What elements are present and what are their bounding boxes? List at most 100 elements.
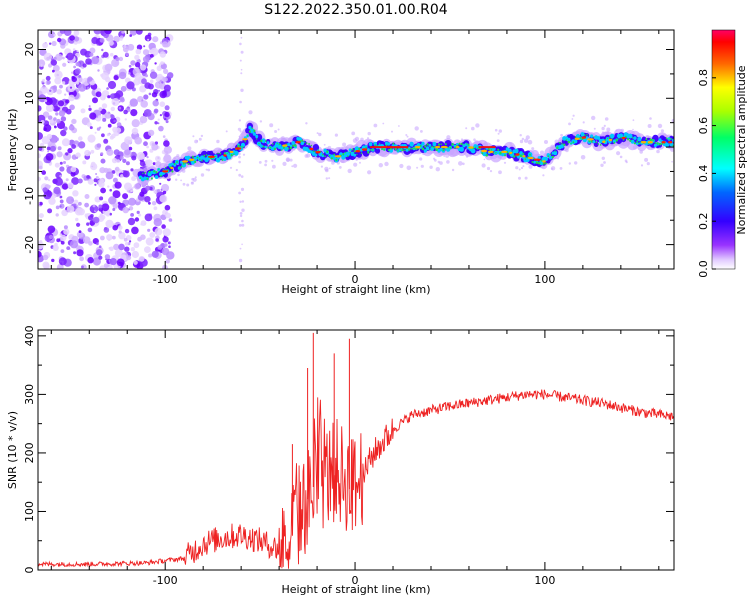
noise-point: [119, 155, 124, 160]
ridge-mark: [335, 158, 338, 162]
noise-point: [164, 204, 171, 211]
ridge-mark: [619, 133, 623, 138]
ridge-mark: [419, 144, 422, 147]
ridge-mark: [153, 170, 156, 173]
noise-point: [49, 42, 52, 45]
streak-point: [238, 119, 241, 122]
ridge-mark: [267, 147, 269, 149]
noise-point: [136, 152, 145, 160]
ridge-mark: [187, 163, 190, 165]
ridge-peak: [661, 141, 666, 144]
faint-point: [264, 159, 268, 163]
ridge-mark: [262, 145, 265, 148]
noise-point: [53, 56, 57, 61]
ridge-mark: [369, 149, 372, 151]
noise-point: [164, 243, 168, 247]
faint-point: [462, 162, 465, 166]
noise-point: [74, 207, 83, 216]
noise-point: [153, 108, 159, 114]
noise-point: [117, 201, 121, 205]
noise-point: [148, 92, 152, 96]
noise-point: [122, 193, 129, 200]
streak-point: [240, 36, 243, 39]
ridge-mark: [554, 150, 556, 152]
noise-point: [94, 131, 97, 134]
ridge-mark: [291, 141, 296, 145]
faint-point: [289, 158, 293, 162]
noise-point: [149, 71, 158, 79]
ridge-peak: [542, 160, 546, 163]
noise-point: [98, 204, 103, 209]
ridge-mark: [641, 136, 647, 142]
faint-point: [398, 125, 400, 127]
noise-point: [62, 62, 67, 67]
ridge-mark: [433, 146, 436, 149]
noise-point: [59, 30, 66, 34]
noise-point: [89, 47, 96, 54]
faint-point: [445, 154, 449, 158]
noise-point: [96, 43, 99, 46]
noise-point: [110, 133, 116, 139]
noise-point: [40, 120, 45, 124]
noise-point: [113, 149, 120, 156]
ridge-mark: [221, 158, 224, 161]
noise-point: [71, 144, 76, 149]
ridge-mark: [264, 145, 268, 149]
ridge-mark: [287, 142, 291, 147]
ridge-mark: [353, 150, 356, 153]
noise-point: [103, 138, 109, 144]
noise-point: [125, 52, 129, 57]
noise-point: [162, 41, 169, 48]
ridge-mark: [248, 130, 251, 133]
ridge-peak: [468, 146, 474, 149]
ridge-peak: [602, 140, 606, 143]
ridge-mark: [194, 160, 197, 164]
noise-point: [159, 182, 162, 185]
y-tick-label: 300: [23, 384, 36, 405]
faint-point: [483, 158, 486, 161]
noise-point: [74, 68, 81, 75]
ridge-mark: [308, 143, 310, 145]
noise-point: [95, 91, 102, 98]
ridge-mark: [367, 151, 370, 154]
noise-point: [159, 90, 167, 99]
noise-point: [88, 105, 91, 108]
noise-point: [102, 51, 109, 58]
faint-point: [177, 173, 180, 177]
ridge-peak: [522, 155, 526, 158]
faint-point: [242, 153, 246, 156]
ridge-mark: [237, 145, 240, 148]
noise-point: [76, 81, 79, 85]
noise-point: [148, 201, 151, 205]
ridge-mark: [612, 139, 617, 144]
faint-point: [521, 137, 525, 141]
ridge-mark: [412, 147, 415, 150]
ridge-mark: [253, 129, 256, 133]
faint-point: [325, 177, 328, 180]
ridge-mark: [430, 146, 434, 151]
ridge-mark: [421, 141, 425, 146]
noise-point: [109, 93, 115, 99]
noise-point: [135, 30, 143, 35]
ridge-mark: [278, 143, 281, 146]
noise-point: [63, 126, 68, 131]
noise-point: [147, 129, 155, 137]
ridge-mark: [260, 139, 263, 143]
ridge-mark: [556, 146, 559, 149]
noise-point: [128, 146, 133, 151]
noise-point: [47, 208, 53, 214]
noise-point: [45, 153, 54, 161]
noise-point: [101, 103, 108, 109]
figure-title: S122.2022.350.01.00.R04: [264, 2, 447, 18]
colorbar-tick-label: 0.4: [697, 165, 710, 183]
faint-point: [531, 147, 535, 151]
noise-point: [64, 93, 67, 96]
noise-point: [118, 232, 126, 240]
ridge-mark: [658, 142, 662, 146]
noise-point: [131, 119, 140, 128]
noise-point: [56, 118, 61, 124]
faint-point: [601, 126, 605, 131]
noise-point: [118, 230, 122, 234]
noise-point: [60, 234, 67, 242]
